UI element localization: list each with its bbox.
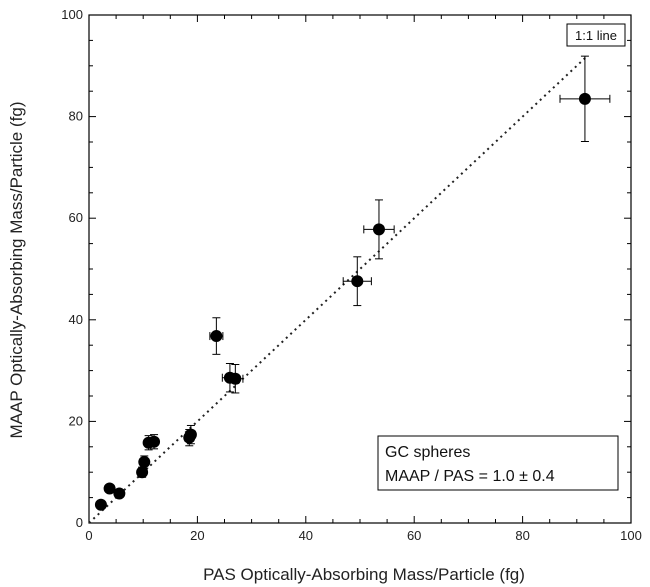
axis-tick-labels: 0 20 40 60 80 100 0 20 40 60 80 100 <box>61 7 642 543</box>
data-point-group <box>138 455 151 469</box>
data-point-group <box>94 498 107 511</box>
axis-ticks <box>88 14 632 524</box>
data-point-group <box>227 364 244 394</box>
data-point-group <box>342 256 372 307</box>
data-point <box>372 223 385 236</box>
annotation-line-1: GC spheres <box>385 444 470 461</box>
data-point <box>229 372 242 385</box>
reference-line-label: 1:1 line <box>566 23 626 47</box>
y-axis-title: MAAP Optically-Absorbing Mass/Particle (… <box>7 102 26 439</box>
reference-line-label-box <box>566 23 626 47</box>
data-point <box>113 487 126 500</box>
annotation-box-frame <box>377 435 619 491</box>
data-point-group <box>363 199 395 260</box>
x-tick-label: 0 <box>85 528 92 543</box>
x-tick-label: 80 <box>515 528 529 543</box>
annotation-box: GC spheres MAAP / PAS = 1.0 ± 0.4 <box>377 435 619 491</box>
data-point <box>351 275 364 288</box>
data-point-group <box>559 55 611 142</box>
y-tick-label: 40 <box>69 312 83 327</box>
data-point-group <box>103 482 116 495</box>
data-point-group <box>113 487 126 500</box>
y-tick-label: 0 <box>76 515 83 530</box>
x-tick-label: 60 <box>407 528 421 543</box>
x-tick-label: 100 <box>620 528 642 543</box>
data-point-group <box>184 424 197 445</box>
x-tick-label: 40 <box>299 528 313 543</box>
y-tick-label: 80 <box>69 109 83 124</box>
data-points <box>94 55 611 511</box>
data-point <box>103 482 116 495</box>
data-point <box>136 466 149 479</box>
x-axis-title: PAS Optically-Absorbing Mass/Particle (f… <box>203 565 525 584</box>
annotation-line-2: MAAP / PAS = 1.0 ± 0.4 <box>385 468 555 485</box>
y-tick-label: 20 <box>69 413 83 428</box>
y-tick-label: 60 <box>69 210 83 225</box>
data-point <box>578 92 591 105</box>
data-point <box>138 456 151 469</box>
data-point <box>184 428 197 441</box>
x-tick-label: 20 <box>190 528 204 543</box>
data-point-group <box>148 434 161 450</box>
data-point <box>210 330 223 343</box>
data-point <box>148 435 161 448</box>
data-point-group <box>209 317 224 355</box>
reference-line-label-text: 1:1 line <box>575 28 617 43</box>
data-point <box>94 498 107 511</box>
y-tick-label: 100 <box>61 7 83 22</box>
